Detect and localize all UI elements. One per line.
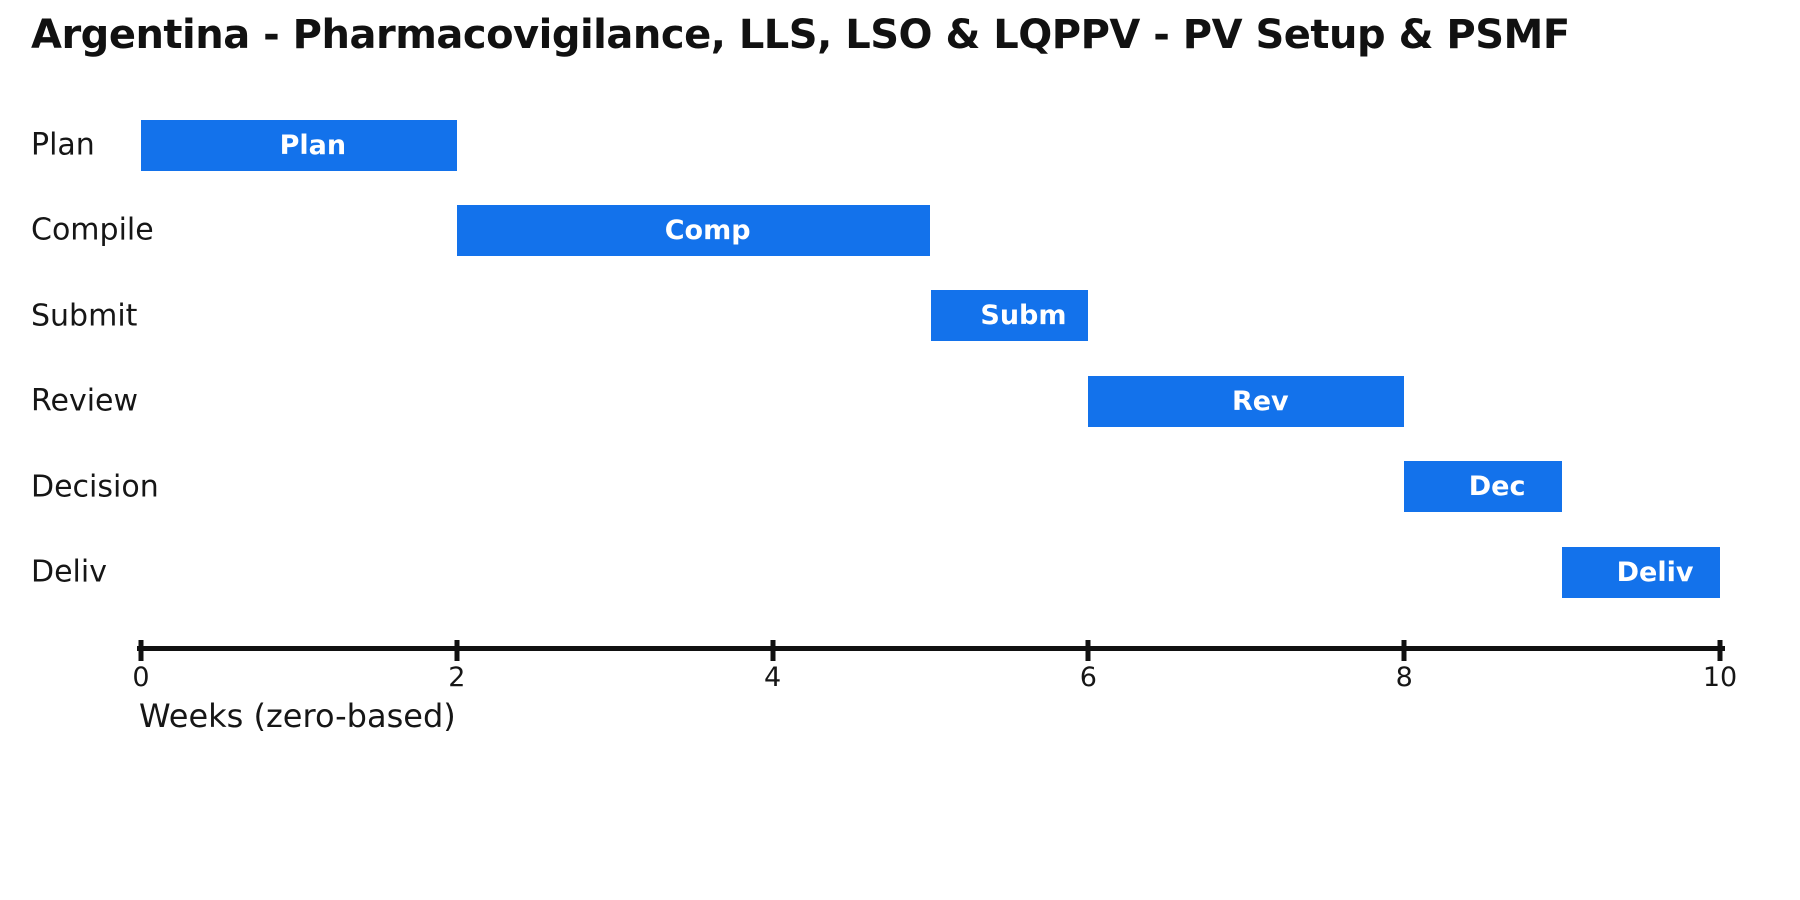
task-bar: Comp [456, 204, 931, 256]
row-plot-area: Rev [141, 375, 1720, 427]
task-bar-label: Subm [980, 300, 1067, 332]
task-label: Plan [31, 127, 95, 163]
x-axis-tick-label: 10 [1702, 662, 1738, 693]
task-bar: Subm [930, 290, 1089, 342]
task-bar: Rev [1088, 375, 1405, 427]
row-plot-area: Plan [141, 119, 1720, 171]
x-axis-tick-label: 4 [764, 662, 782, 693]
task-label: Deliv [31, 554, 107, 590]
task-bar-label: Dec [1468, 471, 1526, 503]
gantt-row: Deliv Deliv [0, 546, 1800, 598]
task-label: Compile [31, 212, 154, 248]
row-plot-area: Deliv [141, 546, 1720, 598]
gantt-row: Submit Subm [0, 290, 1800, 342]
task-bar-label: Comp [664, 214, 751, 246]
x-axis-tick-label: 2 [448, 662, 466, 693]
x-axis-label: Weeks (zero-based) [139, 697, 456, 735]
row-plot-area: Dec [141, 461, 1720, 513]
x-axis-tick [770, 640, 776, 661]
task-label: Submit [31, 298, 138, 334]
x-axis-tick [1085, 640, 1091, 661]
task-label: Decision [31, 469, 159, 505]
task-bar: Deliv [1562, 546, 1720, 598]
chart-title: Argentina - Pharmacovigilance, LLS, LSO … [31, 12, 1570, 58]
task-bar: Plan [141, 119, 457, 171]
task-bar-label: Rev [1231, 385, 1289, 417]
task-bar-label: Plan [279, 129, 347, 161]
gantt-row: Review Rev [0, 375, 1800, 427]
x-axis-tick [138, 640, 144, 661]
x-axis-tick [1717, 640, 1723, 661]
x-axis-tick-label: 8 [1395, 662, 1413, 693]
x-axis-tick-label: 0 [132, 662, 150, 693]
row-plot-area: Comp [141, 204, 1720, 256]
x-axis-tick-label: 6 [1079, 662, 1097, 693]
x-axis-tick [454, 640, 460, 661]
x-axis-tick [1401, 640, 1407, 661]
gantt-row: Compile Comp [0, 204, 1800, 256]
gantt-row: Decision Dec [0, 461, 1800, 513]
task-label: Review [31, 383, 139, 419]
x-axis-line [137, 646, 1725, 651]
gantt-row: Plan Plan [0, 119, 1800, 171]
row-plot-area: Subm [141, 290, 1720, 342]
task-bar: Dec [1404, 461, 1563, 513]
task-bar-label: Deliv [1616, 556, 1694, 588]
